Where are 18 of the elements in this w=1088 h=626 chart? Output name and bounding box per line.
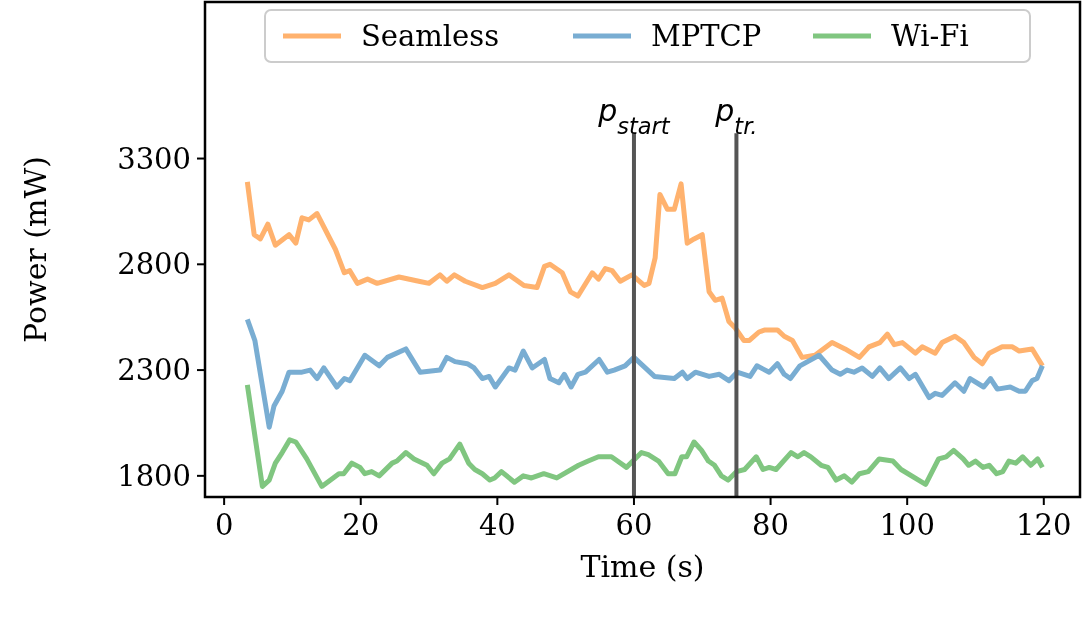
x-tick-label: 120 [1016,508,1072,542]
x-axis-title: Time (s) [580,549,705,584]
legend-label: Wi-Fi [891,19,969,53]
legend-label: MPTCP [651,19,762,53]
x-tick-label: 40 [478,508,516,542]
x-tick-label: 80 [752,508,790,542]
ref-line-label: p$_{start}$ [597,93,671,140]
y-axis-title: Power (mW) [18,155,53,344]
y-tick-label: 2300 [117,353,191,388]
x-tick-label: 20 [342,508,380,542]
ref-line-label: p$_{tr.}$ [714,93,758,140]
x-tick-label: 60 [615,508,653,542]
x-tick-label: 100 [879,508,935,542]
y-tick-label: 3300 [117,141,191,176]
x-tick-label: 0 [214,508,234,542]
y-tick-label: 1800 [117,458,191,493]
legend-label: Seamless [361,19,500,53]
y-tick-label: 2800 [117,247,191,282]
